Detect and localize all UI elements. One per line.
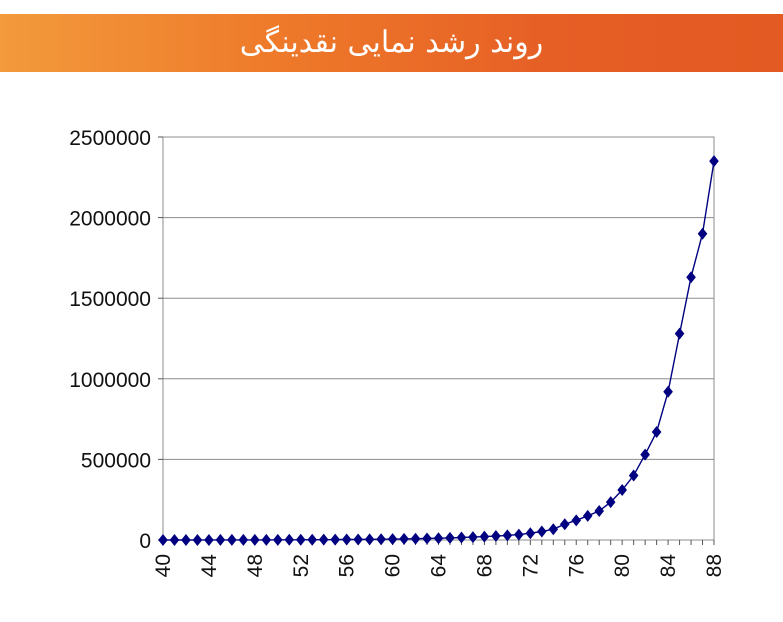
data-point-marker: [674, 327, 685, 340]
x-tick-label: 80: [611, 554, 634, 577]
x-tick-label: 88: [703, 554, 726, 577]
x-tick-label: 40: [152, 554, 175, 577]
x-tick-label: 44: [198, 554, 221, 578]
data-point-marker: [663, 385, 673, 398]
data-point-marker: [353, 533, 363, 546]
data-point-marker: [284, 533, 295, 546]
data-point-marker: [445, 531, 455, 544]
data-point-marker: [181, 533, 191, 546]
data-point-marker: [697, 227, 708, 240]
data-point-marker: [318, 533, 329, 546]
gridlines: [163, 136, 714, 541]
data-point-marker: [686, 271, 696, 284]
data-point-marker: [502, 529, 513, 542]
data-point-marker: [628, 469, 639, 482]
data-point-marker: [525, 527, 536, 540]
data-point-marker: [651, 425, 662, 438]
data-point-marker: [605, 496, 616, 509]
data-point-marker: [422, 532, 432, 545]
x-tick-label: 76: [565, 554, 588, 577]
x-tick-label: 68: [473, 554, 496, 577]
data-point-marker: [215, 533, 226, 546]
data-point-marker: [640, 448, 650, 461]
data-point-marker: [227, 533, 237, 546]
data-point-marker: [433, 532, 444, 545]
x-tick-label: 72: [519, 554, 542, 577]
data-point-marker: [250, 533, 260, 546]
series-markers: [158, 155, 719, 546]
data-point-marker: [261, 533, 272, 546]
y-tick-label: 500000: [81, 449, 151, 472]
data-point-marker: [479, 530, 490, 543]
data-point-marker: [399, 532, 409, 545]
data-point-marker: [158, 533, 168, 546]
x-tick-label: 48: [244, 554, 267, 577]
data-point-marker: [410, 532, 421, 545]
x-tick-label: 64: [428, 554, 451, 578]
data-point-marker: [295, 533, 306, 546]
data-point-marker: [307, 533, 318, 546]
data-point-marker: [537, 525, 547, 538]
data-point-marker: [376, 533, 386, 546]
data-point-marker: [709, 155, 719, 168]
data-point-marker: [594, 504, 605, 517]
y-tick-label: 1500000: [69, 288, 151, 311]
y-tick-label: 1000000: [69, 369, 151, 392]
data-point-marker: [456, 531, 467, 544]
data-point-marker: [491, 530, 501, 543]
data-point-marker: [514, 528, 524, 541]
data-point-marker: [192, 533, 203, 546]
y-axis: 2500000 2000000 1500000 1000000 500000 0: [69, 127, 163, 553]
data-point-marker: [238, 533, 249, 546]
data-point-marker: [617, 484, 627, 497]
plot-area-frame: [162, 136, 715, 541]
data-point-marker: [548, 523, 559, 536]
data-point-marker: [204, 533, 214, 546]
y-tick-label: 2500000: [69, 127, 151, 150]
data-point-marker: [387, 533, 398, 546]
data-point-marker: [364, 533, 375, 546]
data-point-marker: [559, 518, 570, 531]
data-point-marker: [272, 533, 283, 546]
data-point-marker: [341, 533, 352, 546]
x-tick-label: 52: [290, 554, 313, 577]
x-tick-label: 84: [657, 554, 680, 578]
data-point-marker: [468, 531, 478, 544]
data-point-marker: [330, 533, 340, 546]
y-tick-label: 0: [139, 530, 151, 553]
title-banner: روند رشد نمایی نقدینگی: [0, 14, 783, 72]
x-tick-label: 60: [382, 554, 405, 577]
data-point-marker: [582, 509, 593, 522]
x-axis: 40 44 48 52 56 60 64 68 72 76 80 84 88: [152, 540, 726, 577]
page-title: روند رشد نمایی نقدینگی: [239, 25, 544, 60]
y-tick-label: 2000000: [69, 208, 151, 231]
data-point-marker: [571, 514, 582, 527]
data-point-marker: [169, 533, 180, 546]
x-tick-label: 56: [336, 554, 359, 577]
